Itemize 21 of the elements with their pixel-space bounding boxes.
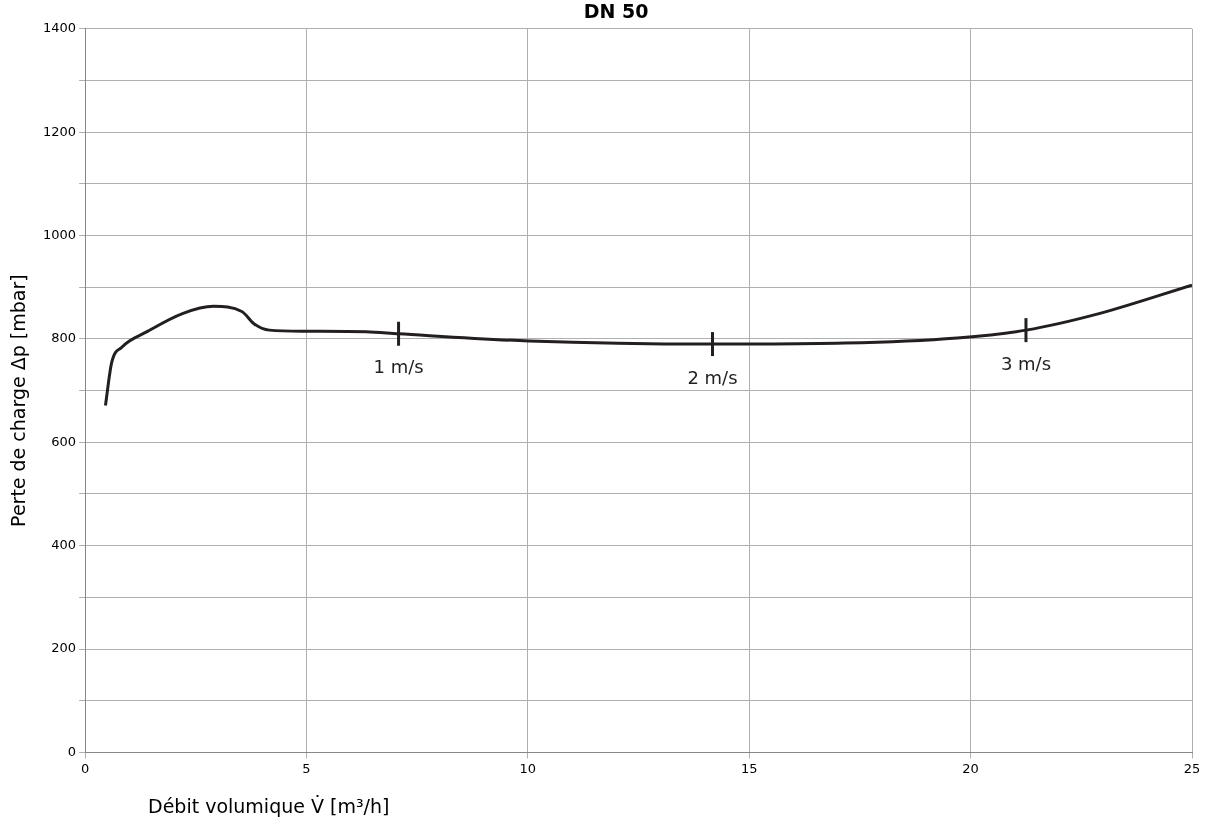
y-tick-label: 400 <box>51 537 77 553</box>
annotation: 3 m/s <box>1000 352 1052 374</box>
x-tick-label: 10 <box>519 760 537 776</box>
annotation: 2 m/s <box>687 366 738 388</box>
y-tick-label: 600 <box>51 433 77 449</box>
y-tick-label: 1200 <box>42 123 77 139</box>
annotation: 1 m/s <box>373 356 424 378</box>
x-tick-label: 15 <box>740 760 758 776</box>
x-tick-label: 0 <box>80 760 90 776</box>
x-axis-title: Débit volumique V̇ [m³/h] <box>148 794 390 817</box>
y-tick-label: 0 <box>67 743 77 759</box>
x-tick-label: 5 <box>302 760 311 776</box>
y-axis-title: Perte de charge Δp [mbar] <box>6 274 29 527</box>
x-tick-label: 20 <box>962 760 979 776</box>
line-series <box>103 283 1192 408</box>
y-tick-label: 1000 <box>42 226 77 242</box>
y-tick-label: 800 <box>51 330 77 346</box>
x-tick-label: 25 <box>1183 760 1201 776</box>
y-tick-label: 1400 <box>42 20 77 36</box>
chart-title: DN 50 <box>583 0 649 23</box>
y-tick-label: 200 <box>51 640 77 656</box>
